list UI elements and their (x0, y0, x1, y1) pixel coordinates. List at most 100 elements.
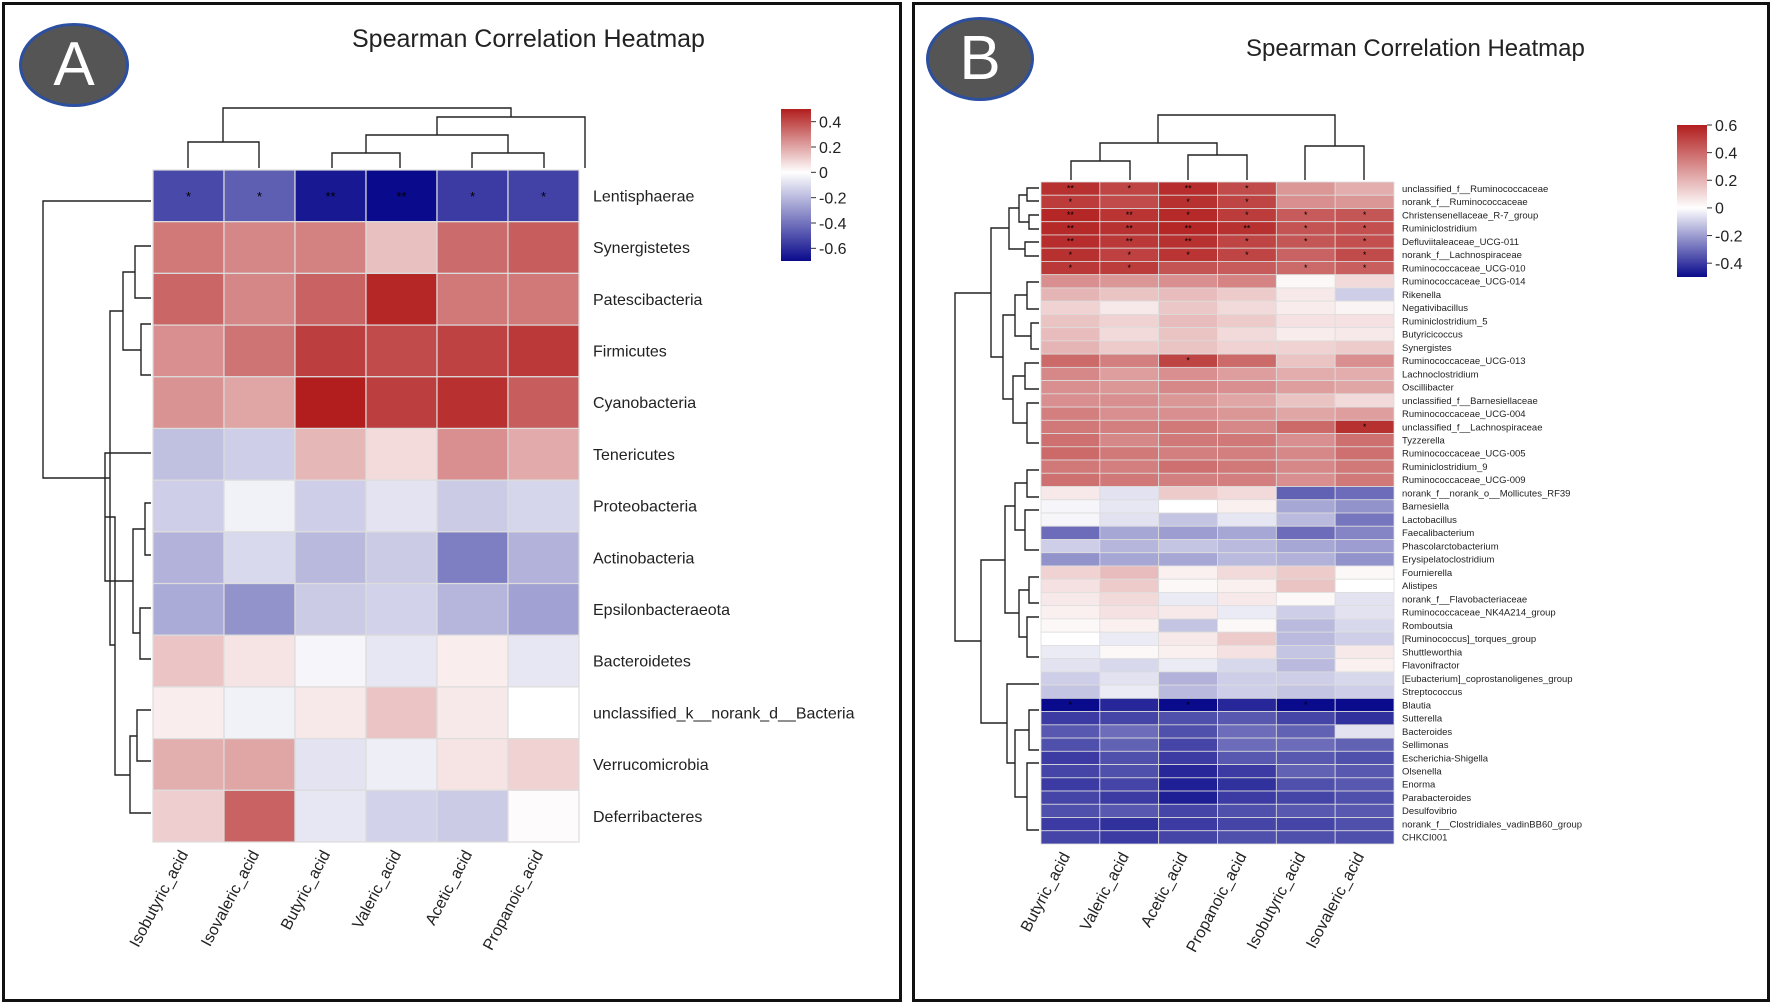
row-label: unclassified_f__Ruminococcaceae (1402, 184, 1548, 195)
row-label: norank_f__Clostridiales_vadinBB60_group (1402, 819, 1582, 830)
heatmap-cell (1040, 472, 1101, 487)
heatmap-cell (1158, 499, 1218, 514)
heatmap-cell (1334, 645, 1395, 660)
significance-marker: * (1127, 250, 1131, 260)
heatmap-cell (1099, 274, 1160, 289)
heatmap-cell (1275, 777, 1336, 792)
heatmap-cell (223, 738, 296, 791)
heatmap-cell (1040, 459, 1101, 474)
heatmap-cell (1217, 446, 1277, 461)
heatmap-cell (1158, 803, 1218, 818)
dendrogram-branch (471, 152, 545, 168)
heatmap-cell (1158, 605, 1218, 620)
row-label: Blautia (1402, 700, 1432, 711)
heatmap-cell (1099, 605, 1160, 620)
heatmap-cell (365, 169, 438, 223)
heatmap-cell (436, 376, 509, 430)
heatmap-cell (1217, 578, 1277, 593)
row-label: Proteobacteria (593, 499, 697, 516)
heatmap-cell (507, 531, 580, 585)
heatmap-cell (152, 221, 225, 274)
heatmap-cell (1275, 592, 1336, 607)
heatmap-cell (1275, 737, 1336, 752)
heatmap-cell (365, 686, 438, 740)
heatmap-cell (1217, 645, 1277, 660)
row-label: Fournierella (1402, 568, 1453, 579)
heatmap-cell (436, 272, 509, 326)
heatmap-cell (1158, 711, 1218, 726)
heatmap-cell (1334, 486, 1395, 501)
dendrogram-branch (105, 516, 130, 776)
heatmap-cell (1334, 578, 1395, 593)
heatmap-cell (1099, 313, 1160, 329)
row-label: Phascolarctobacterium (1402, 541, 1499, 552)
panel-a-label-badge: A (19, 23, 129, 107)
heatmap-cell (1158, 274, 1218, 289)
heatmap-cell (152, 324, 225, 378)
heatmap-cell (1099, 631, 1160, 646)
heatmap-cell (1040, 552, 1101, 567)
heatmap-cell (1099, 803, 1160, 818)
heatmap-cell (1334, 274, 1395, 289)
heatmap-cell (152, 272, 225, 326)
heatmap-cell (1275, 645, 1336, 660)
heatmap-cell (436, 427, 509, 481)
row-label: Olsenella (1402, 767, 1442, 778)
heatmap-cell (223, 376, 296, 430)
dendrogram-branch (222, 107, 512, 142)
significance-marker: * (1363, 237, 1367, 247)
heatmap-cell (152, 582, 225, 636)
dendrogram-branch (436, 116, 586, 168)
heatmap-cell (1099, 446, 1160, 461)
heatmap-cell (152, 634, 225, 688)
significance-marker: * (1069, 263, 1073, 273)
dendrogram-branch (1028, 214, 1039, 230)
row-label: Ruminococcaceae_UCG-014 (1402, 277, 1526, 288)
heatmap-cell (1275, 313, 1336, 329)
heatmap-cell (1099, 711, 1160, 726)
column-dendrogram-a (187, 107, 586, 168)
heatmap-cell (1275, 433, 1336, 448)
heatmap-cell (1158, 419, 1218, 434)
heatmap-cell (1099, 393, 1160, 408)
heatmap-cell (152, 789, 225, 843)
row-label: Butyricicoccus (1402, 330, 1463, 341)
dendrogram-branch (1026, 187, 1039, 202)
column-label: Propanoic_acid (480, 848, 547, 953)
heatmap-cell (223, 479, 296, 533)
panel-a-title: Spearman Correlation Heatmap (352, 25, 705, 53)
row-label: Oscillibacter (1402, 383, 1454, 394)
heatmap-cell (1217, 697, 1277, 712)
heatmap-cell (1099, 472, 1160, 487)
significance-marker: * (1245, 250, 1249, 260)
heatmap-cell (1217, 790, 1277, 805)
heatmap-cell (1040, 313, 1101, 329)
heatmap-cell (1099, 499, 1160, 514)
colorbar-tick-label: -0.4 (1715, 256, 1743, 273)
heatmap-cell (1099, 737, 1160, 752)
dendrogram-branch (144, 502, 151, 556)
heatmap-cell (1040, 737, 1101, 752)
significance-marker: ** (1126, 210, 1134, 220)
row-label: Tyzzerella (1402, 436, 1445, 447)
row-label: Lachnoclostridium (1402, 369, 1479, 380)
heatmap-cell (294, 221, 367, 274)
heatmap-cell (1099, 327, 1160, 342)
colorbar-tick-label: -0.2 (1715, 228, 1743, 245)
heatmap-cell (1275, 446, 1336, 461)
heatmap-cell (1158, 658, 1218, 673)
significance-marker: * (1304, 223, 1308, 233)
heatmap-cell (1040, 486, 1101, 501)
heatmap-cell (507, 376, 580, 430)
heatmap-cell (1334, 459, 1395, 474)
significance-marker: * (186, 189, 191, 204)
heatmap-cell (1275, 750, 1336, 765)
significance-marker: * (1304, 263, 1308, 273)
heatmap-cell (1040, 684, 1101, 699)
heatmap-cell (1158, 671, 1218, 686)
heatmap-cell (1040, 419, 1101, 434)
row-label: Ruminiclostridium (1402, 224, 1477, 235)
heatmap-cell (1217, 631, 1277, 646)
heatmap-cell (1040, 499, 1101, 514)
heatmap-cell (294, 738, 367, 791)
